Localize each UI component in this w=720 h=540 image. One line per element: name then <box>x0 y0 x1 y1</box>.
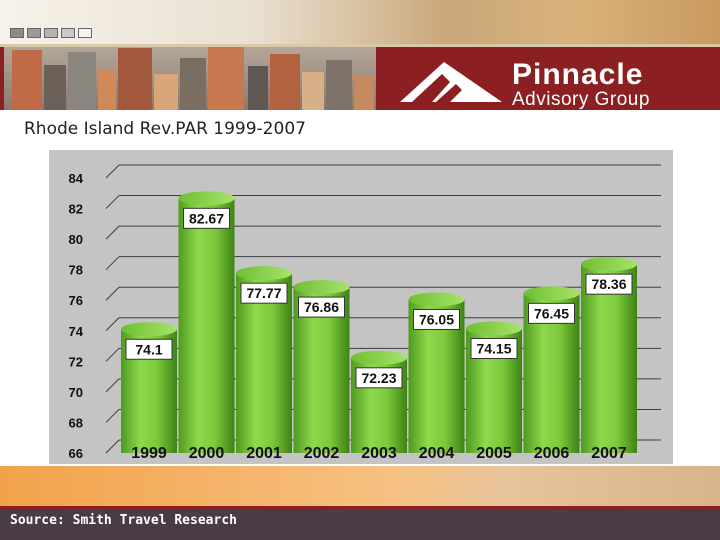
gridline-depth <box>105 225 120 240</box>
y-tick-label: 80 <box>69 232 83 247</box>
bar-top <box>523 286 580 301</box>
x-tick-label: 2006 <box>534 445 570 462</box>
x-tick-label: 2007 <box>591 445 627 462</box>
pinnacle-logo-icon <box>400 62 502 102</box>
gridline-depth <box>105 378 120 393</box>
header-top-band <box>0 0 720 44</box>
square-icon <box>61 28 75 38</box>
bar: 78.36 <box>581 257 637 453</box>
bar: 74.1 <box>121 322 177 453</box>
footer-band <box>0 466 720 510</box>
x-tick-label: 1999 <box>131 445 167 462</box>
source-note: Source: Smith Travel Research <box>10 513 237 528</box>
source-bar <box>0 510 720 540</box>
value-label-box <box>240 282 288 304</box>
x-tick-label: 2001 <box>246 445 282 462</box>
bar-top <box>178 191 235 206</box>
square-icon <box>44 28 58 38</box>
city-skyline-image <box>4 47 376 110</box>
y-tick-label: 68 <box>69 415 83 430</box>
gridline-depth <box>105 347 120 362</box>
square-icon <box>27 28 41 38</box>
gridline-depth <box>105 195 120 209</box>
value-label: 74.15 <box>476 340 511 356</box>
bar-top <box>581 257 637 272</box>
bar: 77.77 <box>236 266 292 453</box>
gridline-depth <box>105 439 120 454</box>
brand-subtitle: Advisory Group <box>512 89 650 110</box>
value-label: 78.36 <box>591 276 626 292</box>
brand-name: Pinnacle <box>512 58 644 91</box>
bar-top <box>121 322 177 337</box>
y-tick-label: 78 <box>69 263 83 278</box>
y-tick-label: 74 <box>69 324 84 339</box>
value-label: 77.77 <box>246 285 281 301</box>
x-tick-label: 2005 <box>476 445 512 462</box>
x-tick-label: 2003 <box>361 445 397 462</box>
square-icon <box>78 28 92 38</box>
slide-title: Rhode Island Rev.PAR 1999-2007 <box>24 119 306 139</box>
y-tick-label: 76 <box>69 293 83 308</box>
value-label-box <box>125 338 173 360</box>
value-label-box <box>585 273 633 295</box>
y-tick-label: 84 <box>69 171 84 186</box>
value-label: 76.05 <box>419 311 454 327</box>
value-label: 74.1 <box>135 341 162 357</box>
bar: 76.05 <box>408 292 465 453</box>
bar-top <box>293 280 350 295</box>
value-label-box <box>470 337 518 359</box>
x-tick-label: 2002 <box>304 445 340 462</box>
y-tick-label: 70 <box>69 385 83 400</box>
bar-top <box>466 321 522 336</box>
brand-wordmark: Pinnacle Advisory Group <box>512 60 650 110</box>
bar-top <box>236 266 292 281</box>
value-label-box <box>355 367 403 389</box>
y-tick-label: 82 <box>69 202 83 217</box>
bar: 72.23 <box>351 350 407 453</box>
bar-top <box>351 350 407 365</box>
bar: 76.86 <box>293 280 350 453</box>
x-tick-label: 2000 <box>189 445 225 462</box>
value-label-box <box>183 207 230 229</box>
bar-top <box>408 292 465 307</box>
revpar-bar-chart: 66 68 70 72 74 76 78 80 82 84 74.1 82.67 77.77 76.86… <box>49 150 673 464</box>
gridline-depth <box>105 256 120 271</box>
value-label-box <box>413 308 460 330</box>
y-tick-label: 66 <box>69 446 83 461</box>
value-label: 72.23 <box>361 370 396 386</box>
gridline-depth <box>105 164 120 179</box>
header-squares <box>10 28 92 38</box>
bar-body <box>581 264 637 453</box>
bar: 82.67 <box>178 191 235 453</box>
bar: 74.15 <box>466 321 522 453</box>
gridline-depth <box>105 286 120 301</box>
value-label: 76.45 <box>534 305 569 321</box>
bar: 76.45 <box>523 286 580 453</box>
gridline-depth <box>105 317 120 332</box>
value-label: 76.86 <box>304 299 339 315</box>
bar-body <box>178 198 235 453</box>
y-tick-label: 72 <box>69 354 83 369</box>
value-label-box <box>528 302 575 324</box>
square-icon <box>10 28 24 38</box>
x-tick-label: 2004 <box>419 445 455 462</box>
gridline-depth <box>105 409 120 423</box>
value-label: 82.67 <box>189 210 224 226</box>
value-label-box <box>298 296 345 318</box>
